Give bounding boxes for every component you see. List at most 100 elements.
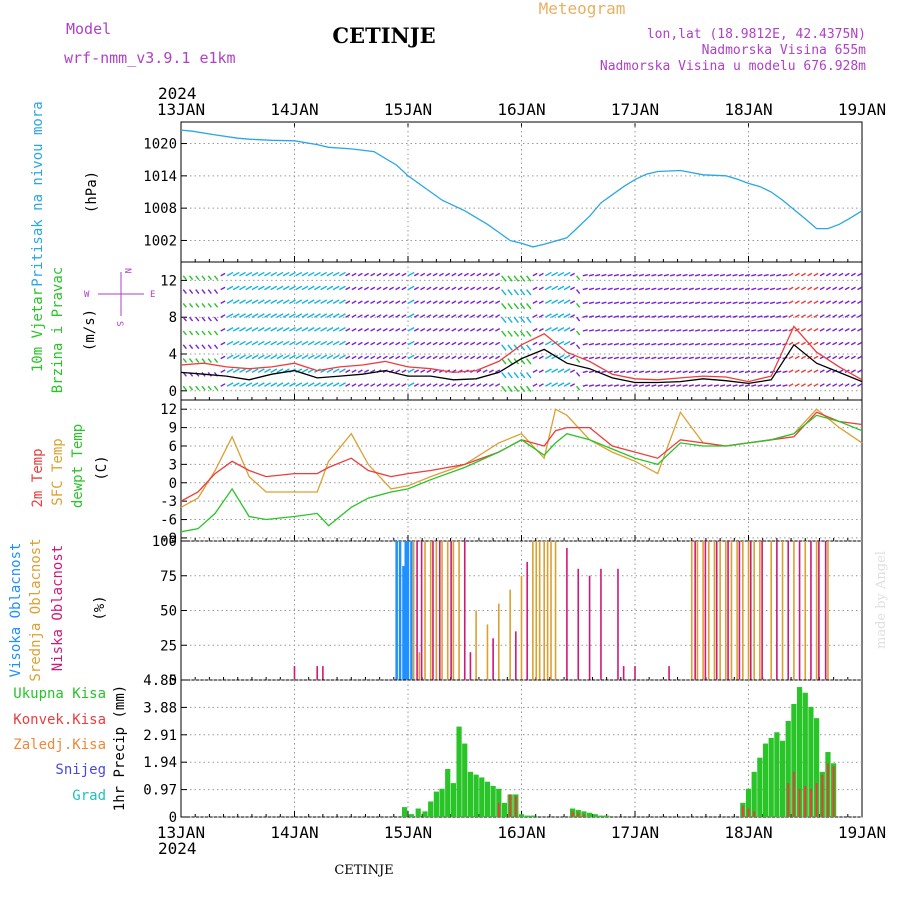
wind-barb [188, 302, 194, 308]
wind-barb [276, 382, 284, 387]
cloud-high-bar [410, 541, 413, 680]
wind-barb [688, 342, 694, 346]
y-tick-label: 1008 [143, 201, 177, 217]
cloud-low-label: Niska Oblacnost [50, 545, 66, 671]
wind-barb [694, 384, 701, 387]
top-date-ticks: 13JAN 14JAN 15JAN 16JAN 17JAN 18JAN 19JAN [157, 100, 886, 128]
wind-barb [651, 287, 657, 291]
wind-barb [613, 329, 620, 332]
wind-barb [338, 285, 346, 291]
cloud-mid-bar [815, 541, 818, 680]
wind-barb [719, 384, 726, 387]
wind-barb [220, 300, 226, 305]
wind-barb [532, 272, 538, 277]
wind-barb [638, 356, 644, 360]
wind-barb [738, 342, 744, 346]
wind-barb [632, 273, 638, 277]
wind-barb [782, 273, 788, 277]
wind-barb [694, 342, 701, 346]
wind-barb [357, 341, 363, 346]
wind-barb [513, 385, 520, 393]
credit-label: made by Angel [874, 551, 889, 649]
wind-barb [651, 315, 657, 318]
altitude-label: Nadmorska Visina 655m [702, 43, 867, 58]
wind-barb [388, 272, 394, 277]
wind-barb [270, 313, 278, 318]
cloud-low-bar [450, 541, 452, 680]
wind-barb [613, 301, 620, 305]
wind-barb [832, 327, 838, 332]
cloud-mid-bar [418, 652, 421, 680]
wind-barb [751, 273, 757, 277]
wind-barb [451, 300, 457, 305]
cloud-low-bar [704, 541, 707, 680]
wind-barb [213, 385, 219, 391]
wind-barb [788, 286, 794, 291]
wind-barb [601, 273, 607, 277]
wind-barb [326, 368, 334, 374]
wind-barb [445, 272, 451, 277]
wind-barb [670, 342, 676, 346]
temp-sfc-label: SFC Temp [50, 438, 66, 505]
wind-barb [595, 301, 601, 305]
wind-barb [670, 384, 676, 387]
wind-barb [357, 327, 363, 332]
wind-barb [626, 356, 632, 360]
wind-barb [370, 327, 376, 332]
wind-barb [376, 327, 382, 332]
wind-barb [557, 340, 565, 346]
wind-barb [850, 341, 856, 346]
cloud-high-bar [398, 541, 402, 680]
wind-barb [201, 344, 206, 350]
y-tick-label: 75 [160, 569, 177, 585]
wind-barb [451, 341, 457, 346]
pressure-unit: (hPa) [84, 171, 100, 213]
wind-barb [495, 369, 501, 374]
wind-barb [276, 299, 284, 305]
wind-barb [719, 342, 726, 346]
wind-barb [732, 370, 738, 374]
wind-barb [825, 272, 831, 277]
wind-barb [488, 314, 494, 318]
wind-barb [482, 383, 488, 387]
wind-barb [476, 383, 482, 387]
wind-barb [426, 355, 432, 360]
wind-barb [326, 285, 334, 291]
cloud-mid-bar [781, 541, 784, 680]
wind-barb [582, 342, 588, 346]
cloud-mid-bar [446, 541, 449, 680]
wind-barb [676, 370, 682, 374]
wind-barb [351, 369, 357, 374]
wind-barb [807, 327, 813, 332]
wind-barb [776, 315, 782, 318]
wind-barb [569, 300, 576, 305]
wind-barb [575, 316, 581, 322]
wind-barb [582, 315, 588, 318]
wind-barb [257, 354, 265, 360]
wind-barb [688, 370, 694, 374]
wind-barb [657, 356, 663, 360]
wind-barb [626, 342, 632, 346]
legend-snow: Snijeg [55, 762, 106, 778]
wind-barb [857, 369, 863, 374]
wind-barb [607, 329, 613, 332]
model-label: Model [66, 20, 111, 38]
wind-barb [738, 329, 744, 332]
wind-barb [420, 355, 426, 360]
wind-barb [395, 383, 401, 387]
wind-barb [382, 300, 388, 305]
wind-barb [301, 382, 309, 387]
wind-barb [338, 313, 346, 318]
wind-barb [301, 327, 309, 332]
cloud-low-bar [463, 541, 466, 680]
wind-barb [451, 314, 457, 318]
wind-barb [507, 330, 513, 337]
wind-barb [682, 356, 688, 360]
wind-barb [363, 369, 370, 374]
wind-barb [613, 315, 620, 318]
wind-barb [457, 272, 463, 277]
wind-barb [295, 313, 303, 318]
wind-barb [257, 299, 265, 305]
wind-barb [813, 300, 819, 305]
wind-barb [314, 340, 321, 346]
